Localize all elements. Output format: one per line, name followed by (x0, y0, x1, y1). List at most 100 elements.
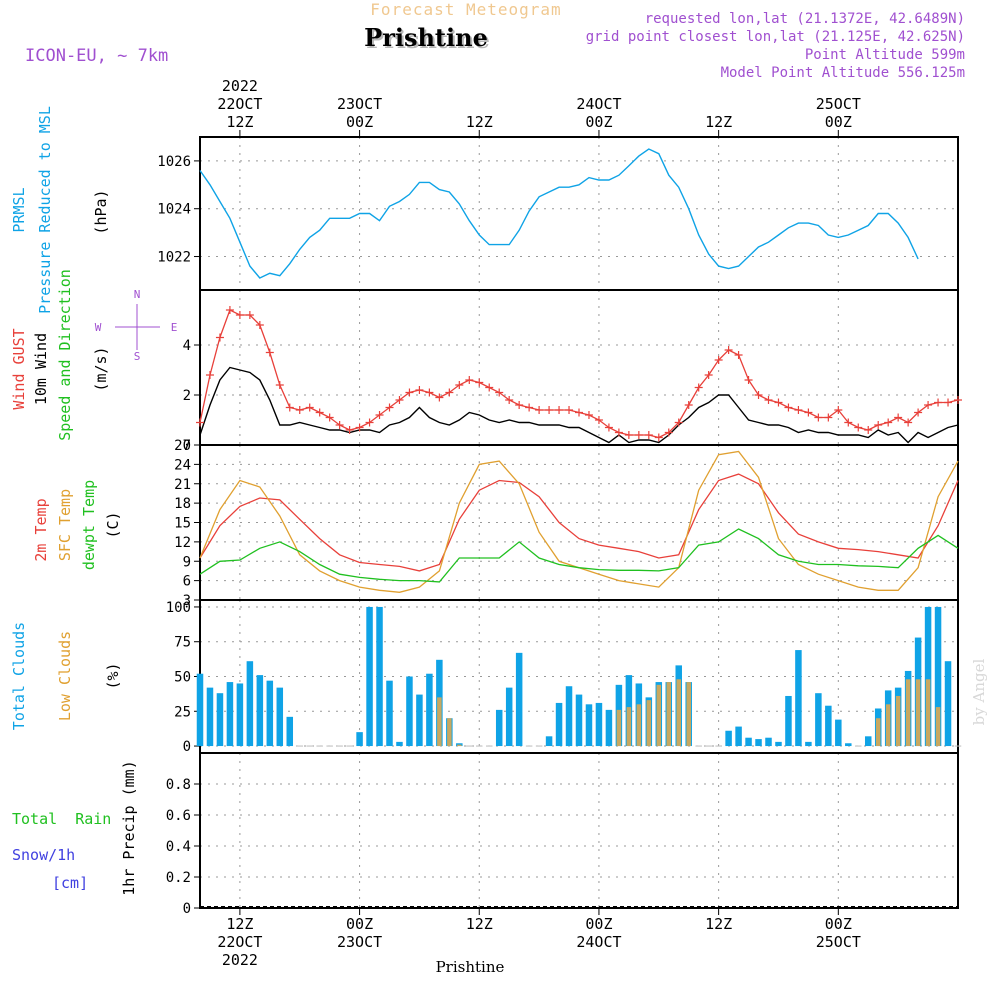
bottom-time-label: 23OCT (337, 933, 382, 951)
top-time-label: 12Z (226, 113, 253, 131)
cloud-total-bar (585, 704, 593, 747)
cloud-total-bar (735, 726, 742, 747)
wind-gust-marker (734, 351, 743, 359)
wind-gust-marker (485, 383, 494, 392)
y-tick-label: 2 (183, 388, 191, 404)
cloud-low-bar (447, 718, 452, 747)
cloud-total-bar (725, 730, 732, 747)
cloud-total-bar (396, 741, 403, 747)
cloud-low-bar (636, 704, 642, 747)
wind-gust-marker (365, 418, 374, 427)
wind-gust-marker (764, 396, 773, 404)
cloud-total-bar (575, 694, 583, 747)
cloud-total-bar (416, 694, 423, 747)
wind-gust-marker (584, 411, 593, 419)
y-tick-label: 6 (183, 574, 191, 590)
bottom-time-label: 12Z (466, 915, 493, 933)
footer-location: Prishtine (436, 958, 505, 976)
location-title: Prishtine (364, 23, 488, 52)
temp-2m-line (199, 473, 959, 572)
y-tick-label: 4 (183, 338, 191, 354)
compass-west: W (95, 321, 102, 334)
top-time-label: 12Z (466, 113, 493, 131)
cloud-total-bar (196, 673, 204, 747)
cloud-low-bar (656, 684, 662, 747)
cloud-low-bar (646, 700, 652, 747)
wind-gust-marker (604, 423, 613, 432)
wind-gust-marker (894, 413, 903, 422)
location-title-shadow: Prishtine (366, 25, 490, 54)
top-time-label: 23OCT (337, 95, 382, 113)
pressure-label-1: PRMSL (10, 187, 28, 232)
cloud-total-bar (825, 705, 832, 747)
wind-gust-marker (245, 311, 254, 319)
panel-frame (199, 752, 959, 909)
cloud-total-bar (246, 661, 254, 747)
pressure-label-2: Pressure Reduced to MSL (36, 106, 54, 314)
y-tick-label: 1026 (157, 154, 191, 170)
wind-gust-marker (565, 406, 574, 414)
wind-gust-marker (824, 413, 833, 422)
snow-unit-label: [cm] (52, 874, 88, 892)
wind-gust-marker (864, 426, 873, 434)
cloud-low-bar (895, 695, 901, 747)
temp-dew-line (199, 528, 959, 583)
compass-south: S (134, 350, 141, 363)
wind-gust-marker (475, 378, 484, 387)
cloud-total-bar (815, 693, 822, 747)
wind-gust-marker (714, 356, 723, 364)
wind-gust-marker (624, 431, 633, 439)
cloud-total-bar (515, 652, 523, 747)
wind-gust-marker (515, 401, 524, 409)
wind-gust-marker (684, 401, 693, 409)
wind-gust-marker (425, 388, 434, 397)
wind-gust-marker (235, 311, 244, 319)
cloud-total-bar (545, 736, 553, 747)
cloud-total-bar (256, 675, 264, 747)
cloud-total-bar (565, 686, 573, 747)
bottom-time-label: 25OCT (816, 933, 861, 951)
y-tick-label: 0.8 (166, 777, 191, 793)
wind-gust-marker (445, 388, 454, 397)
wind-gust-marker (944, 398, 953, 407)
cloud-total-bar (924, 606, 932, 747)
top-time-label: 25OCT (816, 95, 861, 113)
wind-gust-marker (674, 418, 683, 427)
wind-gust-marker (305, 403, 314, 412)
cloud-low-bar (666, 682, 672, 747)
y-tick-label: 27 (174, 438, 191, 454)
wind-gust-marker (196, 418, 204, 427)
wind-gust-marker (415, 386, 424, 394)
compass-north: N (134, 288, 141, 301)
cloud-total-bar (376, 606, 383, 747)
wind-gust-marker (535, 406, 544, 414)
cloud-total-bar (495, 709, 503, 747)
wind-gust-marker (385, 403, 394, 412)
cloud-low-bar (875, 718, 881, 747)
bottom-time-label: 12Z (705, 915, 732, 933)
cloud-total-bar (755, 739, 762, 747)
top-time-label: 22OCT (217, 95, 262, 113)
cloud-low-bar (915, 679, 921, 747)
wind-gust-marker (924, 401, 933, 409)
y-tick-label: 0.2 (166, 870, 191, 886)
cloud-total-bar (286, 716, 294, 747)
cloud-total-label: Total Clouds (10, 622, 28, 730)
compass-rose: N W E S (95, 288, 178, 363)
wind-gust-marker (255, 321, 264, 329)
wind-gust-marker (375, 411, 384, 419)
model-label: ICON-EU, ~ 7km (25, 46, 168, 66)
cloud-total-bar (266, 680, 274, 747)
wind-gust-marker (704, 371, 713, 379)
cloud-total-bar (356, 732, 363, 747)
wind-gust-marker (814, 413, 823, 422)
top-time-label: 12Z (705, 113, 732, 131)
bottom-time-label: 00Z (825, 915, 852, 933)
point-altitude: Point Altitude 599m (805, 47, 965, 63)
cloud-low-bar (437, 697, 442, 747)
y-tick-label: 0.6 (166, 808, 191, 824)
cloud-low-label: Low Clouds (56, 631, 74, 721)
wind-gust-marker (794, 406, 803, 414)
cloud-total-bar (276, 687, 284, 747)
wind-gust-marker (405, 388, 414, 397)
